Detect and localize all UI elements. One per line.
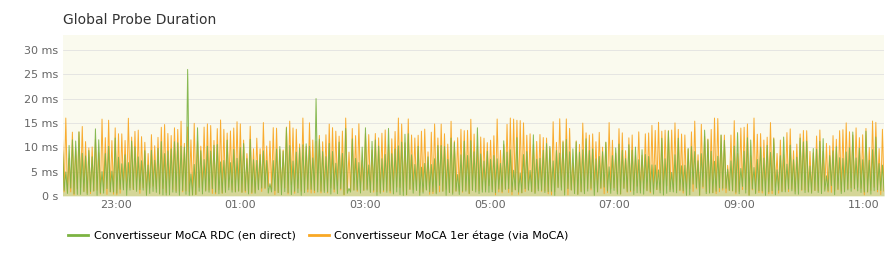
Text: Global Probe Duration: Global Probe Duration <box>63 13 216 27</box>
Legend: Convertisseur MoCA RDC (en direct), Convertisseur MoCA 1er étage (via MoCA): Convertisseur MoCA RDC (en direct), Conv… <box>68 230 569 241</box>
